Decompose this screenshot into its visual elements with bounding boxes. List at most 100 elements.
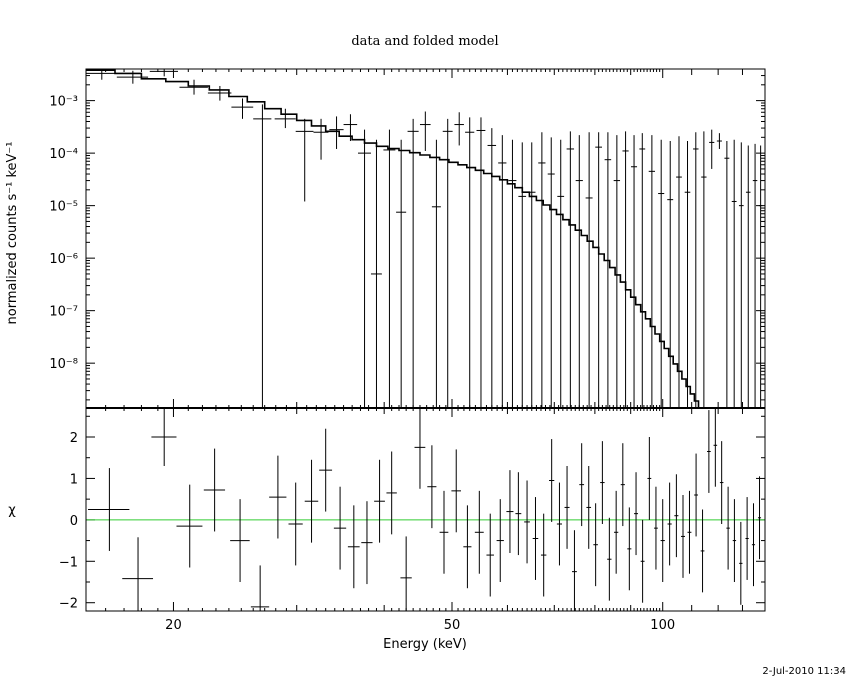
residual-data-point (427, 445, 437, 529)
residual-data-point (347, 505, 360, 589)
residual-data-point (660, 499, 665, 582)
residual-data-point (614, 490, 619, 574)
spectrum-data-point (253, 104, 272, 408)
spectrum-data-point (631, 135, 638, 408)
residual-data-point (506, 470, 514, 553)
spectrum-data-point (508, 139, 517, 408)
residual-data-point (739, 521, 743, 605)
spectrum-data-point (274, 108, 296, 129)
model-step-line (86, 69, 765, 409)
residual-data-point (333, 486, 347, 570)
spectrum-data-point (116, 70, 149, 84)
spectrum-data-point (547, 137, 555, 408)
spectrum-data-point (396, 139, 407, 408)
y-tick-label: 10⁻⁶ (49, 252, 78, 267)
spectrum-data-point (343, 114, 358, 142)
residual-data-point (707, 410, 711, 493)
residual-data-point (586, 466, 592, 549)
residual-data-point (745, 497, 749, 580)
residual-data-point (564, 466, 570, 549)
x-axis-label: Energy (keV) (383, 637, 467, 652)
spectrum-data-point (231, 98, 254, 119)
spectrum-data-point (538, 132, 546, 408)
residual-data-point (88, 468, 130, 551)
spectrum-data-point (179, 79, 208, 95)
chi-tick-label: −2 (59, 597, 78, 612)
spectrum-data-point (419, 111, 431, 151)
residual-data-point (463, 505, 472, 589)
spectrum-data-point (604, 132, 612, 408)
spectrum-data-point (295, 118, 314, 202)
spectrum-data-point (207, 85, 232, 101)
residual-data-point (203, 448, 226, 532)
residual-data-point (230, 499, 250, 582)
chi-tick-label: −1 (59, 555, 78, 570)
spectrum-data-point (595, 132, 603, 408)
residual-data-point (451, 449, 461, 533)
residual-data-point (400, 536, 412, 611)
residual-data-point (694, 453, 698, 537)
residual-data-point (757, 476, 762, 560)
chi-tick-label: 2 (70, 431, 78, 446)
residual-data-point (667, 482, 672, 566)
residual-data-point (439, 490, 449, 574)
spectrum-data-point (738, 142, 744, 408)
residual-data-point (556, 482, 563, 566)
chi-axis-label: χ (8, 503, 16, 518)
residual-data-point (319, 428, 333, 512)
spectrum-data-point (709, 129, 715, 169)
spectrum-data-point (667, 141, 674, 408)
spectrum-data-point (442, 118, 453, 408)
residual-data-point (572, 530, 577, 611)
spectrum-data-point (86, 69, 117, 80)
residual-data-point (593, 503, 598, 587)
residual-data-point (713, 408, 718, 487)
residual-data-point (607, 517, 612, 601)
residual-data-point (700, 509, 705, 593)
spectrum-data-point (575, 135, 583, 408)
spectrum-data-point (639, 133, 646, 408)
residual-data-point (681, 495, 685, 578)
spectrum-data-point (622, 131, 629, 408)
spectrum-data-point (407, 118, 419, 408)
residual-data-point (374, 459, 385, 543)
y-axis-label: normalized counts s⁻¹ keV⁻¹ (5, 142, 20, 325)
spectrum-data-point (498, 135, 507, 408)
spectrum-data-point (454, 112, 464, 146)
spectrum-data-point (585, 132, 593, 408)
residual-data-point (751, 503, 756, 587)
residual-data-point (250, 565, 270, 611)
residual-data-point (674, 474, 679, 558)
chi-tick-label: 1 (70, 472, 78, 487)
y-tick-label: 10⁻⁵ (49, 200, 78, 215)
residual-data-point (600, 441, 605, 524)
residual-data-point (620, 443, 625, 527)
residual-data-point (640, 519, 645, 603)
residual-data-point (532, 497, 539, 580)
spectrum-data-point (431, 139, 441, 408)
x-tick-label: 100 (650, 618, 675, 633)
residual-data-point (540, 513, 547, 597)
residual-data-point (647, 437, 652, 520)
spectrum-data-point (724, 141, 730, 408)
residual-data-point (579, 443, 585, 527)
x-tick-label: 50 (444, 618, 461, 633)
model-layer (86, 69, 765, 409)
spectrum-data-point (313, 118, 329, 160)
spectrum-data-point (676, 136, 682, 408)
residual-data-point (687, 490, 692, 574)
spectrum-data-point (557, 139, 565, 408)
spectrum-data-point (701, 131, 707, 408)
residual-data-point (304, 459, 319, 543)
spectrum-data-point (329, 116, 344, 149)
residual-data-point (627, 507, 632, 591)
timestamp: 2-Jul-2010 11:34 (762, 666, 846, 677)
spectrum-data-point (731, 139, 737, 408)
x-tick-labels: 20 50 100 (165, 618, 675, 633)
residual-data-layer (88, 408, 762, 611)
y-tick-label: 10⁻⁸ (49, 357, 78, 372)
spectrum-data-point (518, 142, 527, 408)
residual-data-point (361, 501, 373, 585)
residual-data-point (151, 408, 177, 466)
chi-tick-label: 0 (70, 514, 78, 529)
